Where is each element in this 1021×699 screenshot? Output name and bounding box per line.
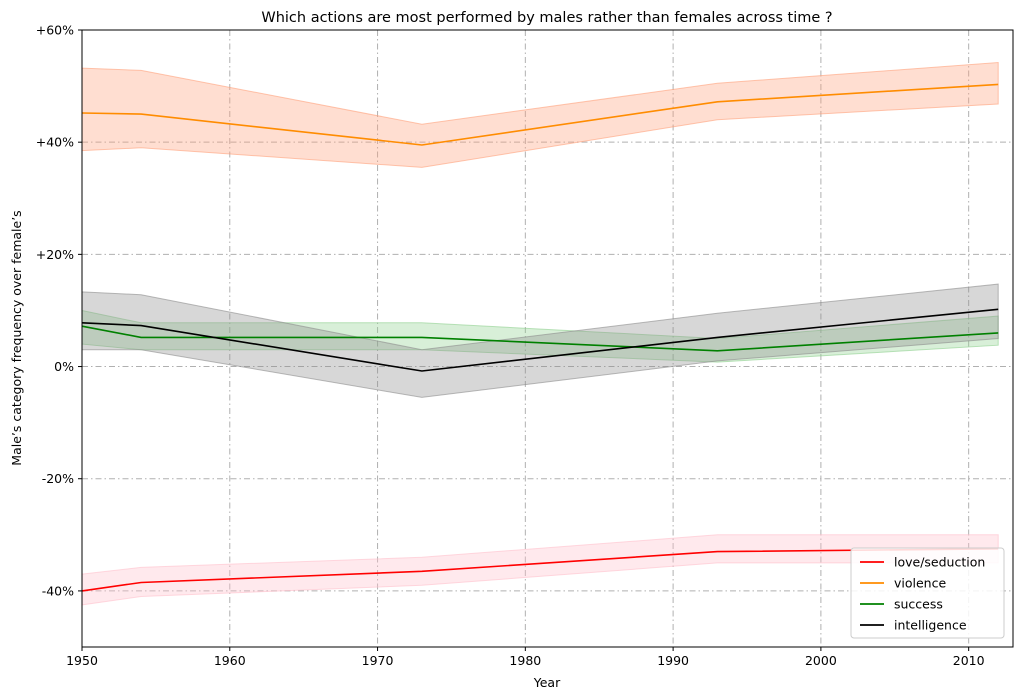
x-tick-label: 1960 <box>214 653 246 668</box>
band-violence <box>81 61 999 168</box>
y-axis: -40% -20% 0% +20% +40% +60% <box>36 23 82 598</box>
series-lines <box>81 83 999 592</box>
confidence-bands <box>81 61 999 606</box>
x-axis: 1950 1960 1970 1980 1990 2000 2010 <box>66 647 985 668</box>
series-line-violence <box>81 83 999 146</box>
y-axis-label: Male’s category frequency over female’s <box>9 210 24 465</box>
band-intelligence <box>81 283 999 398</box>
y-tick-label: +60% <box>36 23 74 38</box>
chart-title: Which actions are most performed by male… <box>261 10 832 26</box>
y-tick-label: +20% <box>36 247 74 262</box>
y-tick-label: -20% <box>42 471 74 486</box>
x-tick-label: 1970 <box>362 653 394 668</box>
series-line-success <box>81 325 999 352</box>
series-line-intelligence <box>81 308 999 372</box>
plot-frame <box>81 29 1014 648</box>
legend-label: violence <box>894 576 946 591</box>
legend-box <box>850 547 1005 639</box>
legend-label: love/seduction <box>894 555 985 570</box>
y-tick-label: +40% <box>36 135 74 150</box>
y-tick-label: -40% <box>42 583 74 598</box>
x-tick-label: 1980 <box>509 653 541 668</box>
x-tick-label: 2000 <box>805 653 837 668</box>
series-line-love-seduction <box>81 548 999 592</box>
y-tick-label: 0% <box>54 359 74 374</box>
x-tick-label: 1950 <box>66 653 98 668</box>
legend: love/seduction violence success intelligenc… <box>850 547 1005 639</box>
x-axis-label: Year <box>533 675 561 690</box>
band-success <box>81 309 999 363</box>
legend-label: success <box>894 597 943 612</box>
x-tick-label: 1990 <box>657 653 689 668</box>
legend-label: intelligence <box>894 618 967 633</box>
x-tick-label: 2010 <box>953 653 985 668</box>
